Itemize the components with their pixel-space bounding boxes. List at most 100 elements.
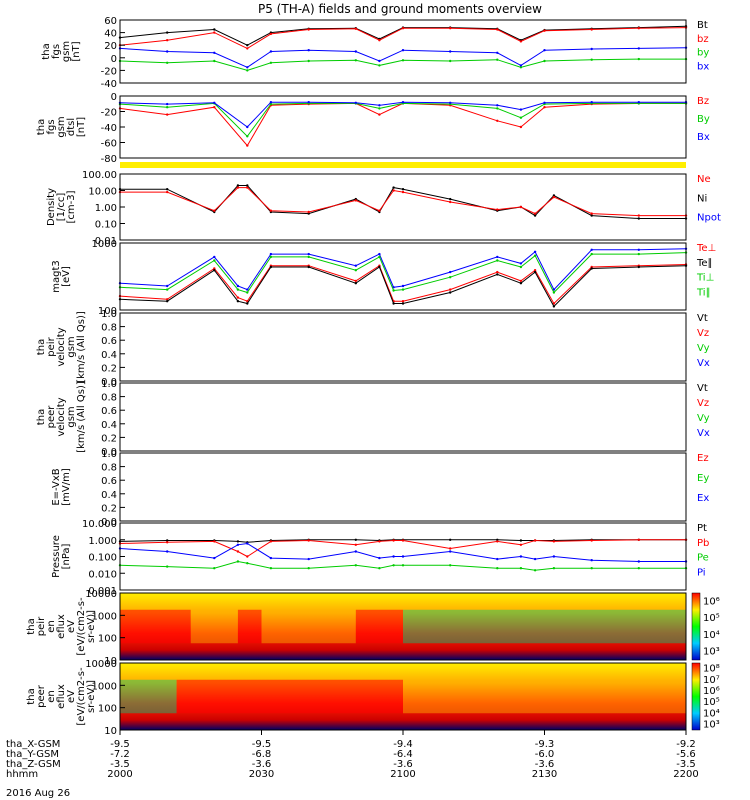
series-line-Bx <box>119 101 686 128</box>
data-point <box>401 59 405 62</box>
y-axis-label: thapeirenefluxeV[eV/(cm2-s-sr-eV)] <box>26 597 97 656</box>
data-point <box>246 135 249 138</box>
data-point <box>236 550 240 553</box>
data-point <box>449 550 452 553</box>
data-point <box>354 564 357 567</box>
panels-group: Btbzbybx6040200-20-40thafgsgsm[nT]BzByBx… <box>26 16 721 737</box>
y-tick-label: 0.001 <box>88 586 117 597</box>
data-point <box>533 557 537 561</box>
data-point <box>307 539 310 542</box>
y-axis-label: thapeervelocitygsm[km/s (All Qs)] <box>36 381 87 453</box>
colorbar <box>691 592 701 661</box>
y-tick-label: 0.0 <box>101 377 117 388</box>
legend-label: Ti∥ <box>696 287 711 298</box>
y-tick-label: 0.100 <box>88 553 117 564</box>
data-point <box>392 289 395 292</box>
series-line-Bz <box>119 102 686 147</box>
data-point <box>213 51 216 54</box>
data-point <box>269 556 273 560</box>
y-tick-label: 0.0 <box>101 517 117 528</box>
data-point <box>590 248 593 251</box>
data-point <box>166 288 169 291</box>
data-point <box>354 543 357 546</box>
y-tick-label: 0.8 <box>101 323 117 334</box>
data-point <box>496 51 499 54</box>
data-point <box>307 252 310 256</box>
data-point <box>378 209 381 212</box>
series-line-Te⊥ <box>119 264 687 305</box>
data-point <box>519 108 523 111</box>
footer-value: 2100 <box>390 769 415 780</box>
footer-value: -7.2 <box>110 749 130 760</box>
data-point <box>392 189 395 192</box>
data-point <box>354 269 357 272</box>
y-axis-label: thafgsgsmdtsl[nT] <box>36 116 87 137</box>
data-point <box>213 59 216 63</box>
colorbar-tick-label: 10⁷ <box>703 675 720 686</box>
data-point <box>401 190 405 194</box>
footer-value: -3.6 <box>252 759 272 770</box>
data-point <box>354 550 357 553</box>
panel-frame <box>119 452 687 522</box>
data-point <box>236 543 240 546</box>
data-point <box>307 255 310 259</box>
y-tick-label: 0.010 <box>88 569 117 580</box>
y-tick-label: 10000 <box>85 659 117 670</box>
data-point <box>449 59 452 63</box>
data-point <box>449 50 452 53</box>
data-point <box>401 27 405 30</box>
data-point <box>533 214 537 217</box>
data-point <box>246 562 249 565</box>
data-point <box>401 302 405 305</box>
data-point <box>307 49 310 52</box>
data-point <box>552 302 556 305</box>
data-point <box>246 302 249 305</box>
legend-label: Ne <box>697 174 711 185</box>
legend-label: Pi <box>697 567 706 578</box>
data-point <box>637 217 640 220</box>
data-point <box>307 557 310 561</box>
data-point <box>236 284 240 288</box>
data-point <box>392 186 395 189</box>
footer-value: 2130 <box>532 769 557 780</box>
data-point <box>637 567 640 570</box>
colorbar <box>691 662 701 731</box>
data-point <box>533 250 537 253</box>
spectrogram-band <box>403 609 686 644</box>
data-point <box>496 540 499 543</box>
y-tick-label: 0 <box>111 92 117 103</box>
data-point <box>533 269 537 272</box>
data-point <box>166 565 169 568</box>
data-point <box>354 27 357 30</box>
data-point <box>533 539 537 542</box>
y-tick-label: 10 <box>104 726 117 737</box>
data-point <box>166 539 169 542</box>
data-point <box>166 541 169 544</box>
legend-label: Bz <box>697 96 709 107</box>
legend-label: Ey <box>697 473 709 484</box>
y-tick-label: 10.00 <box>88 187 117 198</box>
colorbar-tick-label: 10⁴ <box>703 708 720 719</box>
panel-pressure: Pt Pb Pe Pi 10.000 1.000 0.100 0.010 0.001 Pressu… <box>51 519 709 597</box>
data-point <box>519 279 523 283</box>
panel-peir_spectrogram: 10⁶ 10⁵ 10⁴ 10³ 10000 1000 100 10 thapeireneflux… <box>26 589 720 667</box>
data-point <box>496 255 499 259</box>
data-point <box>496 208 499 211</box>
footer-value: 2000 <box>107 769 132 780</box>
data-point <box>637 27 640 30</box>
colorbar-tick-label: 10⁵ <box>703 697 720 708</box>
data-point <box>519 262 523 265</box>
data-point <box>519 282 523 285</box>
data-point <box>236 288 240 291</box>
legend-label: Pb <box>697 538 709 549</box>
data-point <box>552 540 556 543</box>
y-tick-label: 100 <box>98 634 117 645</box>
data-point <box>166 31 169 34</box>
y-tick-label: 10000 <box>85 589 117 600</box>
footer-value: -6.0 <box>535 749 555 760</box>
data-point <box>543 29 546 32</box>
y-tick-label: 100 <box>98 306 117 317</box>
data-point <box>496 567 499 570</box>
footer-value: -9.5 <box>110 739 130 750</box>
legend-label: Vy <box>697 413 710 424</box>
